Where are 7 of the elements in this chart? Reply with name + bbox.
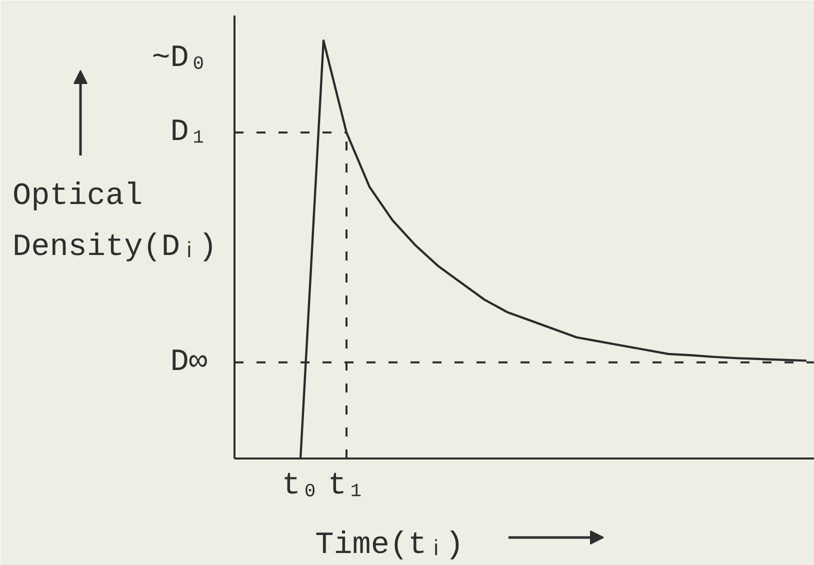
ref-line-label: D₁ — [170, 115, 208, 150]
y-axis-title: Optical Density(Dᵢ) — [12, 179, 218, 265]
x-axis-title: Time(tᵢ) — [315, 528, 464, 563]
x-tick-label: t₁ — [328, 468, 366, 504]
text: ~D₀ — [152, 41, 208, 76]
x-tick-label: t₀ — [282, 468, 320, 504]
ref-line-label: D∞ — [170, 344, 208, 380]
